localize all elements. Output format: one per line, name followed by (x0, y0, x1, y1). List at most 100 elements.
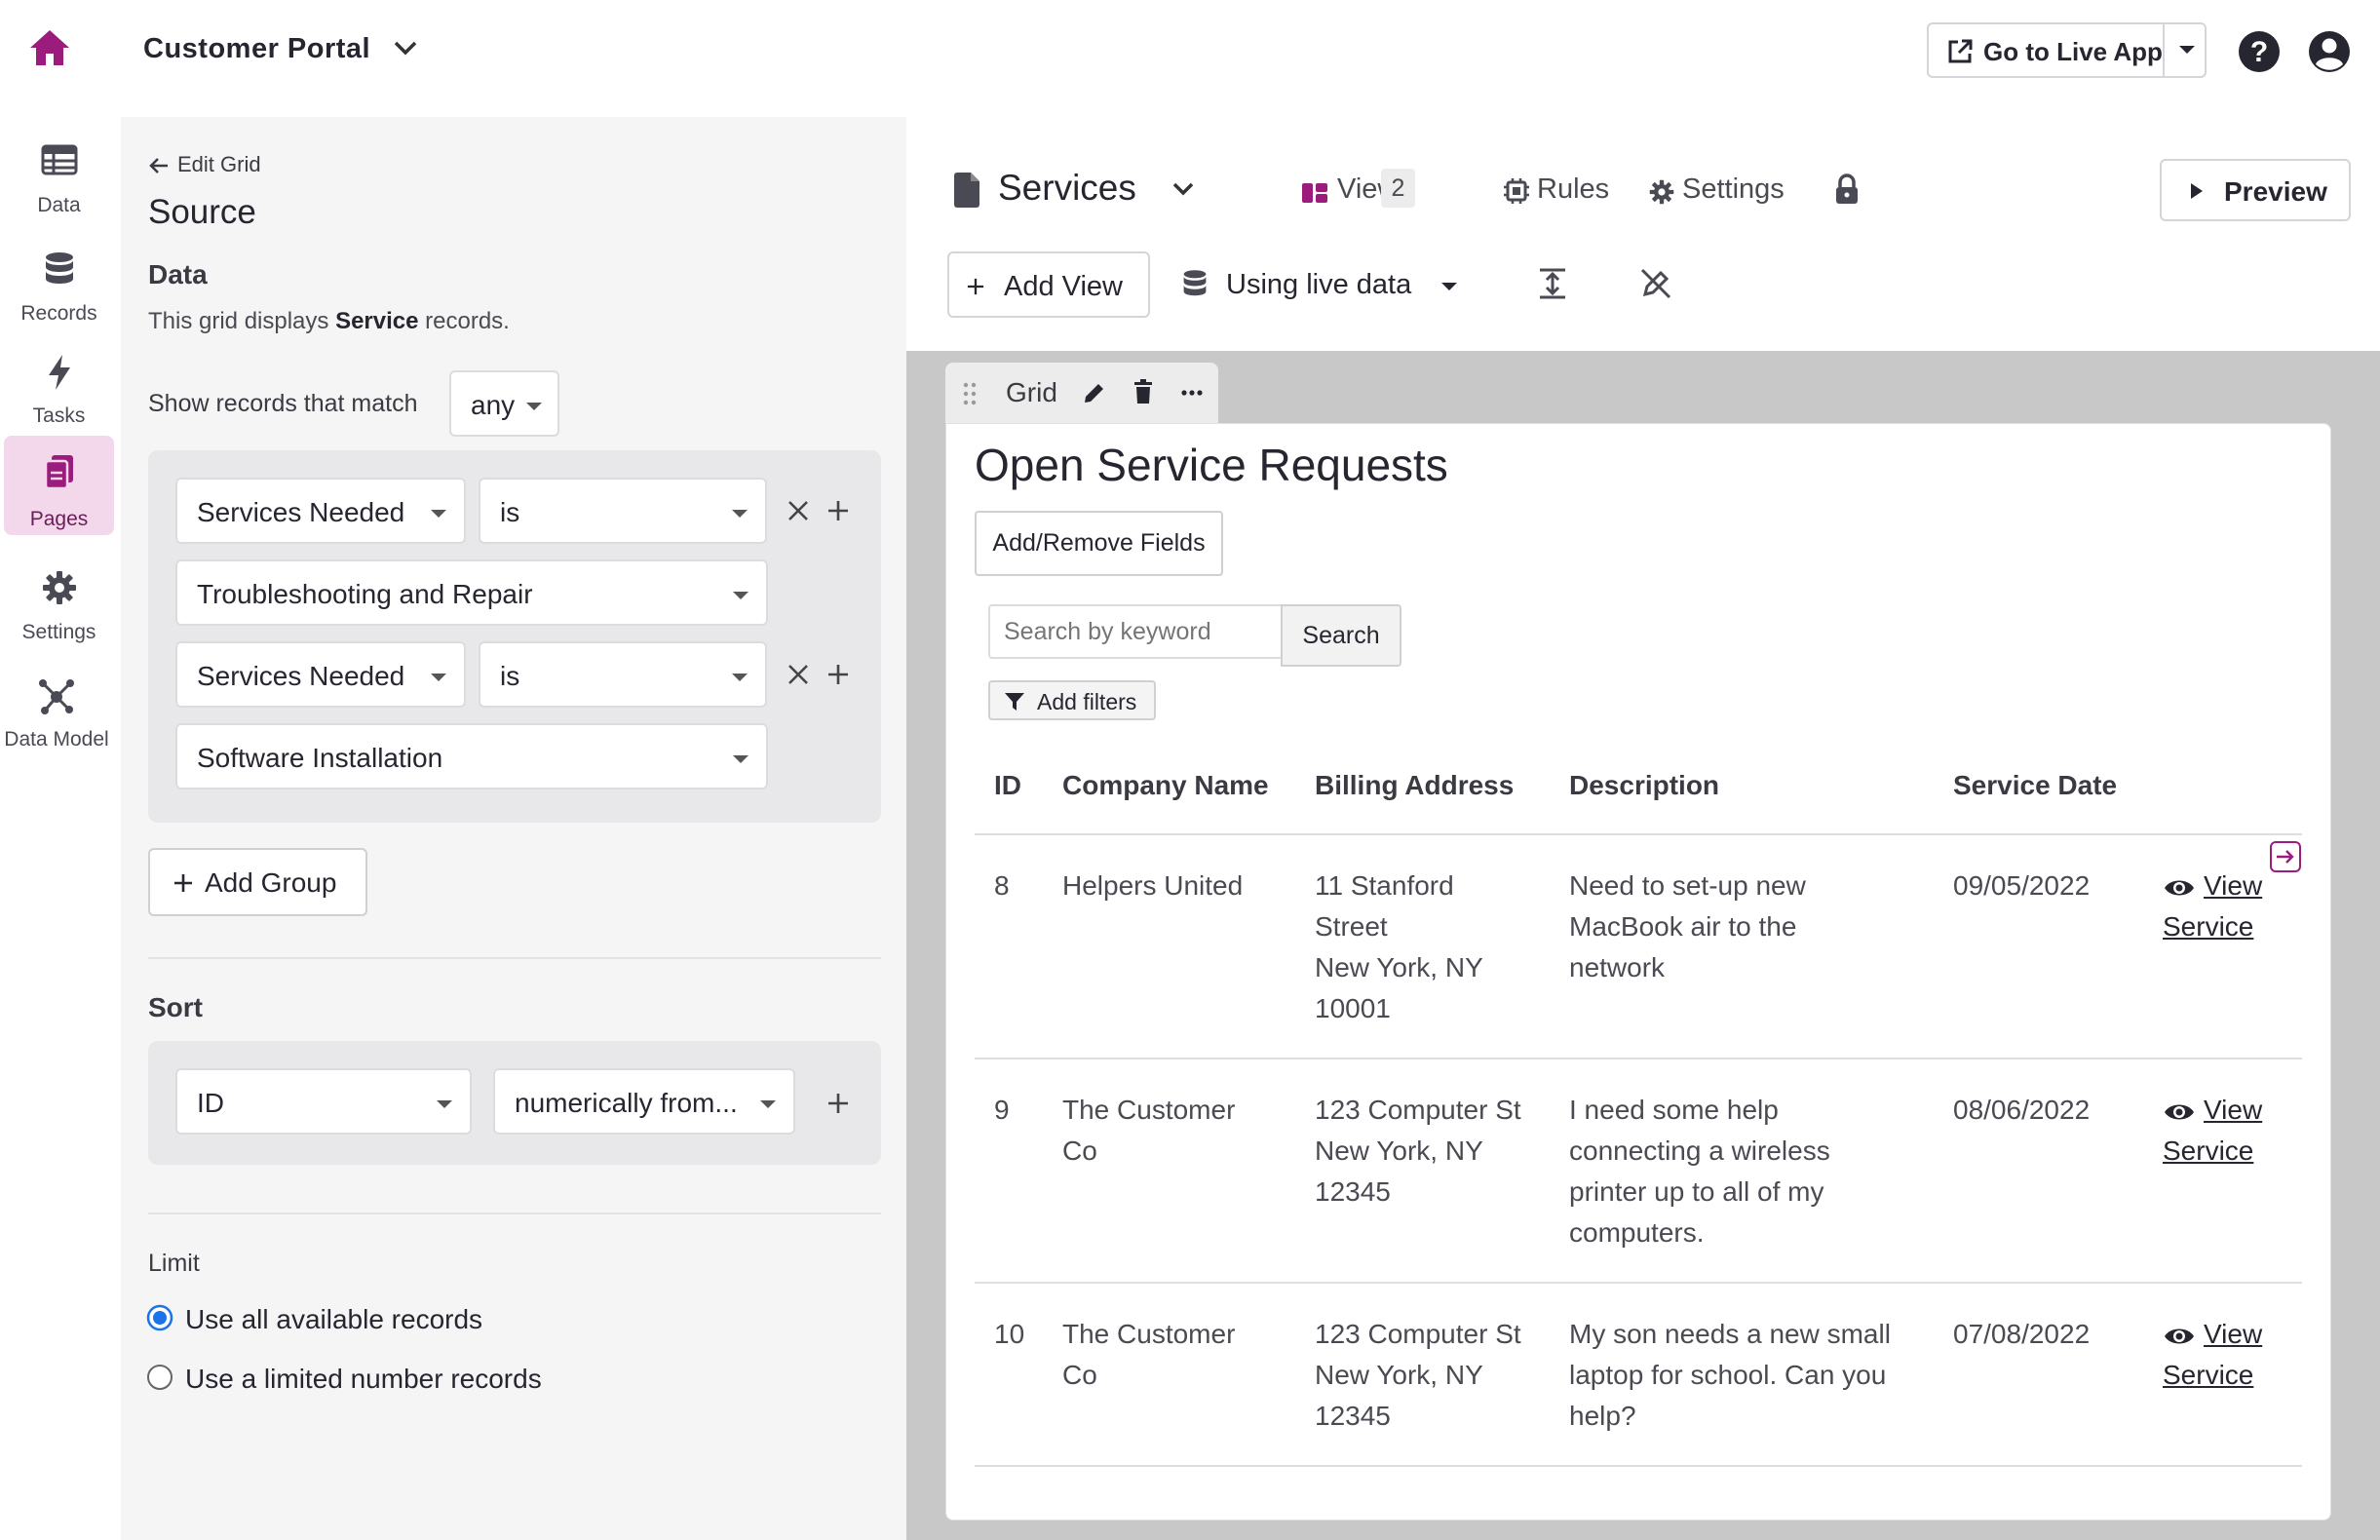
nav-item-data-model[interactable]: Data Model (0, 660, 113, 759)
row-height-icon[interactable] (1538, 267, 1567, 300)
help-icon[interactable]: ? (2237, 29, 2282, 74)
radio-all-records[interactable] (146, 1304, 173, 1331)
database-icon (1182, 269, 1208, 298)
cell-company: Helpers United (1062, 866, 1243, 906)
add-sort-icon[interactable] (826, 1092, 850, 1115)
nav-label: Data (4, 194, 114, 217)
search-button[interactable]: Search (1281, 604, 1401, 667)
chevron-down-icon[interactable] (1171, 181, 1195, 197)
chevron-down-icon[interactable] (393, 39, 418, 57)
nav-item-pages[interactable]: Pages (4, 436, 114, 535)
caret-down-icon[interactable] (1440, 281, 1458, 292)
preview-button[interactable]: Preview (2160, 159, 2351, 221)
nav-label: Settings (4, 621, 114, 644)
match-label: Show records that match (148, 390, 418, 418)
nav-item-tasks[interactable]: Tasks (4, 336, 114, 436)
sort-order-select[interactable]: numerically from... (493, 1068, 795, 1135)
source-panel: Edit Grid Source Data This grid displays… (121, 117, 906, 1540)
nav-item-records[interactable]: Records (4, 234, 114, 333)
add-remove-fields-button[interactable]: Add/Remove Fields (975, 511, 1223, 576)
filter-field-select[interactable]: Services Needed (175, 478, 466, 544)
nav-item-settings[interactable]: Settings (4, 553, 114, 652)
sort-heading: Sort (148, 992, 203, 1023)
rules-icon (1503, 177, 1530, 205)
sort-group: ID numerically from... (148, 1041, 881, 1165)
add-group-button[interactable]: Add Group (148, 848, 367, 916)
home-icon[interactable] (27, 27, 72, 68)
add-filters-button[interactable]: Add filters (988, 680, 1156, 720)
pages-icon (4, 453, 114, 490)
column-header[interactable]: Service Date (1953, 770, 2117, 801)
settings-tab[interactable]: Settings (1682, 173, 1785, 206)
grid-tab-label: Grid (1006, 377, 1057, 408)
cell-company: The Customer Co (1062, 1314, 1235, 1396)
settings-gear-icon (1649, 179, 1674, 205)
filter-field-select[interactable]: Services Needed (175, 641, 466, 708)
cell-id: 8 (994, 866, 1010, 906)
cell-description: My son needs a new small laptop for schoo… (1569, 1314, 1891, 1437)
add-view-button[interactable]: Add View (947, 251, 1150, 318)
page-header: Services Views 2 Rules Settings Preview … (906, 117, 2380, 351)
top-bar: Customer Portal Go to Live App ? (0, 0, 2380, 104)
column-header[interactable]: Description (1569, 770, 1719, 801)
trash-icon[interactable] (1132, 379, 1154, 404)
plus-icon (173, 873, 193, 893)
filter-group: Services Needed is Troubleshooting and R… (148, 450, 881, 823)
view-service-link[interactable]: View Service (2163, 1090, 2262, 1172)
match-select[interactable]: any (449, 370, 559, 437)
filter-operator-select[interactable]: is (479, 641, 767, 708)
view-service-link[interactable]: View Service (2163, 1314, 2262, 1396)
filter-value-select[interactable]: Software Installation (175, 723, 768, 789)
enter-icon[interactable] (2269, 840, 2302, 873)
cell-id: 10 (994, 1314, 1024, 1355)
user-avatar-icon[interactable] (2307, 29, 2352, 74)
limit-option-limited[interactable]: Use a limited number records (185, 1364, 542, 1395)
view-service-link[interactable]: View Service (2163, 866, 2262, 947)
limit-option-all[interactable]: Use all available records (185, 1304, 482, 1335)
more-icon[interactable] (1181, 390, 1203, 396)
back-link[interactable]: Edit Grid (148, 152, 261, 177)
nav-label: Data Model (0, 728, 113, 751)
no-edit-icon[interactable] (1639, 267, 1672, 300)
search-input[interactable] (988, 604, 1283, 659)
drag-handle-icon[interactable] (963, 382, 977, 405)
app-title[interactable]: Customer Portal (143, 33, 370, 65)
back-link-label: Edit Grid (177, 152, 261, 176)
add-filter-icon[interactable] (826, 663, 850, 686)
column-header[interactable]: Billing Address (1315, 770, 1514, 801)
cell-address: 123 Computer St New York, NY 12345 (1315, 1090, 1521, 1213)
play-icon (2189, 181, 2205, 201)
filter-operator-select[interactable]: is (479, 478, 767, 544)
grid-title: Open Service Requests (975, 439, 1448, 491)
nav-label: Records (4, 302, 114, 326)
gear-icon (4, 570, 114, 605)
filter-value-select[interactable]: Troubleshooting and Repair (175, 559, 768, 626)
page-title[interactable]: Services (998, 168, 1136, 209)
eye-icon (2163, 877, 2196, 899)
eye-icon (2163, 1101, 2196, 1123)
rules-tab[interactable]: Rules (1537, 173, 1609, 206)
live-data-select[interactable]: Using live data (1226, 269, 1411, 301)
go-to-live-app-button[interactable]: Go to Live App (1927, 22, 2207, 78)
plus-icon (967, 278, 984, 295)
remove-filter-icon[interactable] (787, 499, 810, 522)
data-model-icon (0, 677, 113, 716)
add-filter-icon[interactable] (826, 499, 850, 522)
column-header[interactable]: Company Name (1062, 770, 1269, 801)
pencil-icon[interactable] (1082, 380, 1107, 405)
lock-icon[interactable] (1834, 173, 1860, 205)
grid-tab[interactable]: Grid (945, 363, 1218, 423)
views-icon (1301, 181, 1328, 205)
cell-description: Need to set-up new MacBook air to the netw… (1569, 866, 1806, 988)
column-header[interactable]: ID (994, 770, 1021, 801)
cell-address: 123 Computer St New York, NY 12345 (1315, 1314, 1521, 1437)
sort-field-select[interactable]: ID (175, 1068, 472, 1135)
cell-id: 9 (994, 1090, 1010, 1131)
radio-limited-records[interactable] (146, 1364, 173, 1391)
table-icon (4, 143, 114, 176)
remove-filter-icon[interactable] (787, 663, 810, 686)
caret-down-icon[interactable] (2178, 44, 2196, 56)
left-nav: Data Records Tasks Pages Settings Data M… (0, 104, 121, 1540)
nav-item-data[interactable]: Data (4, 126, 114, 225)
panel-title: Source (148, 193, 256, 232)
